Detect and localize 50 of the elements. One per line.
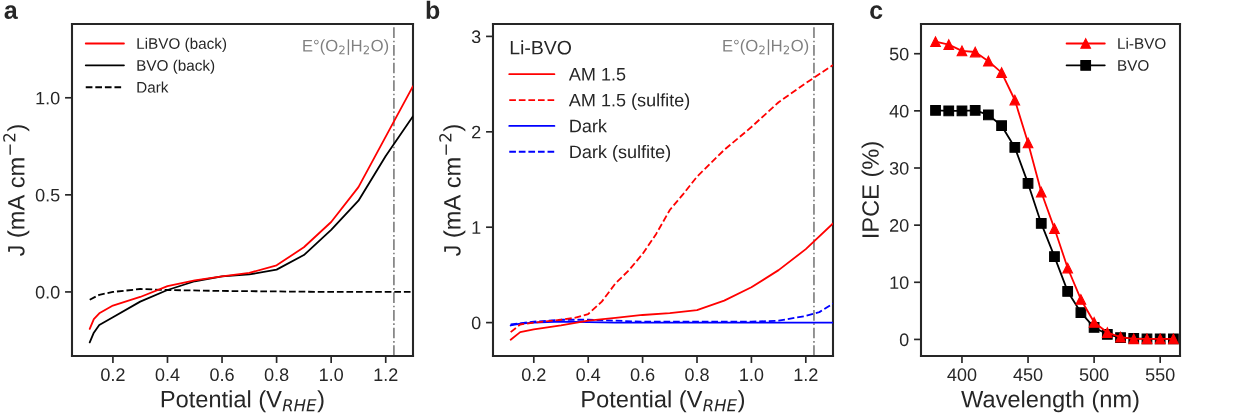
y-tick-label: 40 [889,104,909,118]
legend-label: Dark (sulfite) [570,144,671,162]
legend-label: Dark [570,119,607,133]
x-tick-label: 550 [1145,368,1175,382]
x-tick-label: 0.4 [155,368,180,382]
y-axis-title: IPCE (%) [861,142,884,238]
x-axis-title: Wavelength (nm) [961,390,1139,413]
text: a [4,5,18,20]
x-tick-label: 500 [1079,368,1109,382]
x-tick-label: 0.2 [101,368,125,382]
y-tick-label: 0 [899,333,909,347]
y-tick-label: 3 [471,30,481,44]
ref-line-label: E°(O$_{2}$|H$_{2}$O) [303,39,389,55]
x-tick-label: 0.2 [521,368,546,382]
y-tick-label: 10 [890,276,909,290]
x-tick-label: 0.8 [264,368,289,382]
y-tick-label: 1 [472,221,481,234]
x-tick-label: 0.6 [210,368,234,382]
x-tick-label: 1.2 [794,368,818,381]
x-tick-label: 1.0 [740,368,764,382]
y-tick-label: 50 [889,47,909,61]
x-tick-label: 1.0 [319,368,343,382]
legend-title: Li-BVO [510,40,571,55]
legend-label: Dark [137,81,169,93]
x-tick-label: 400 [947,368,977,382]
y-tick-label: 1.0 [36,91,60,105]
legend-label: BVO [1118,60,1149,71]
x-tick-label: 1.2 [374,368,398,381]
x-tick-label: 0.8 [685,368,709,382]
y-tick-label: 0.5 [35,188,60,202]
legend-label: AM 1.5 (sulfite) [568,93,690,111]
text: c [870,5,883,20]
legend-label: AM 1.5 [568,68,626,81]
x-axis-title: Potential (V$_{RHE}$) [161,390,324,413]
legend-label: Li-BVO [1118,37,1166,49]
x-axis-title: Potential (V$_{RHE}$) [582,390,745,413]
x-tick-label: 450 [1013,368,1043,382]
y-tick-label: 30 [889,161,909,175]
y-tick-label: 2 [472,125,481,139]
y-tick-label: 0 [471,316,481,330]
x-tick-label: 0.6 [630,368,655,382]
ref-line-label: E°(O$_{2}$|H$_{2}$O) [723,39,809,55]
y-axis-title: J (mA cm$^{−2}$) [439,125,466,257]
y-tick-label: 20 [890,219,909,232]
text: b [426,0,440,20]
y-axis-title: J (mA cm$^{−2}$) [3,125,30,257]
legend-label: BVO (back) [137,59,215,74]
x-tick-label: 0.4 [576,368,601,382]
legend-label: LiBVO (back) [137,37,227,52]
y-tick-label: 0.0 [35,285,60,299]
